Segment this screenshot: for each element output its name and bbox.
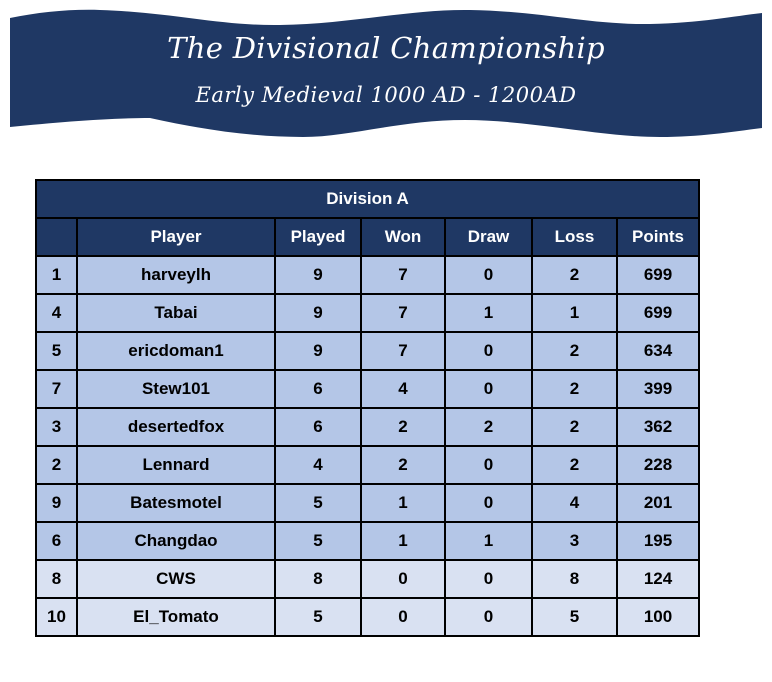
- table-row: 2 Lennard 4 2 0 2 228: [35, 445, 701, 485]
- cell-rank: 9: [35, 483, 78, 523]
- cell-rank: 8: [35, 559, 78, 599]
- cell-won: 2: [360, 445, 446, 485]
- cell-loss: 2: [531, 369, 618, 409]
- cell-played: 8: [274, 559, 362, 599]
- cell-points: 399: [615, 369, 701, 409]
- cell-rank: 5: [35, 331, 78, 371]
- cell-player: Tabai: [76, 293, 276, 333]
- cell-player: Batesmotel: [76, 483, 276, 523]
- table-row: 7 Stew101 6 4 0 2 399: [35, 369, 701, 409]
- cell-draw: 1: [444, 521, 533, 561]
- cell-played: 5: [274, 597, 362, 637]
- cell-won: 4: [360, 369, 446, 409]
- cell-draw: 0: [444, 445, 533, 485]
- cell-won: 0: [360, 559, 446, 599]
- cell-player: Lennard: [76, 445, 276, 485]
- cell-rank: 2: [35, 445, 78, 485]
- cell-draw: 0: [444, 483, 533, 523]
- column-header-loss: Loss: [531, 217, 618, 257]
- cell-played: 6: [274, 407, 362, 447]
- column-header-draw: Draw: [444, 217, 533, 257]
- cell-points: 699: [615, 293, 701, 333]
- cell-won: 2: [360, 407, 446, 447]
- cell-loss: 2: [531, 407, 618, 447]
- cell-played: 4: [274, 445, 362, 485]
- banner-subtitle: Early Medieval 1000 AD - 1200AD: [195, 83, 577, 107]
- cell-draw: 2: [444, 407, 533, 447]
- cell-draw: 0: [444, 369, 533, 409]
- cell-loss: 1: [531, 293, 618, 333]
- cell-played: 9: [274, 331, 362, 371]
- cell-rank: 1: [35, 255, 78, 295]
- table-row: 9 Batesmotel 5 1 0 4 201: [35, 483, 701, 523]
- table-row: 10 El_Tomato 5 0 0 5 100: [35, 597, 701, 637]
- column-header-row: Player Played Won Draw Loss Points: [35, 217, 701, 257]
- table-row: 5 ericdoman1 9 7 0 2 634: [35, 331, 701, 371]
- table-row: 1 harveylh 9 7 0 2 699: [35, 255, 701, 295]
- cell-played: 9: [274, 255, 362, 295]
- table-row: 3 desertedfox 6 2 2 2 362: [35, 407, 701, 447]
- cell-rank: 6: [35, 521, 78, 561]
- cell-player: Changdao: [76, 521, 276, 561]
- standings-table: Division A Player Played Won Draw Loss P…: [34, 179, 701, 637]
- cell-won: 0: [360, 597, 446, 637]
- cell-draw: 0: [444, 597, 533, 637]
- cell-player: El_Tomato: [76, 597, 276, 637]
- cell-player: desertedfox: [76, 407, 276, 447]
- column-header-rank: [35, 217, 78, 257]
- cell-loss: 3: [531, 521, 618, 561]
- cell-won: 1: [360, 483, 446, 523]
- table-row: 8 CWS 8 0 0 8 124: [35, 559, 701, 599]
- cell-won: 7: [360, 255, 446, 295]
- cell-won: 1: [360, 521, 446, 561]
- column-header-points: Points: [615, 217, 701, 257]
- cell-rank: 10: [35, 597, 78, 637]
- title-banner: The Divisional Championship Early Mediev…: [0, 0, 772, 145]
- wave-banner-shape: [10, 9, 762, 137]
- cell-played: 5: [274, 483, 362, 523]
- cell-points: 195: [615, 521, 701, 561]
- cell-played: 5: [274, 521, 362, 561]
- column-header-played: Played: [274, 217, 362, 257]
- cell-loss: 2: [531, 255, 618, 295]
- cell-points: 100: [615, 597, 701, 637]
- cell-played: 6: [274, 369, 362, 409]
- division-title: Division A: [34, 179, 701, 219]
- cell-player: ericdoman1: [76, 331, 276, 371]
- cell-rank: 7: [35, 369, 78, 409]
- cell-points: 362: [615, 407, 701, 447]
- cell-rank: 3: [35, 407, 78, 447]
- cell-played: 9: [274, 293, 362, 333]
- column-header-player: Player: [76, 217, 276, 257]
- cell-won: 7: [360, 331, 446, 371]
- cell-loss: 5: [531, 597, 618, 637]
- cell-points: 699: [615, 255, 701, 295]
- cell-rank: 4: [35, 293, 78, 333]
- cell-points: 201: [615, 483, 701, 523]
- cell-loss: 2: [531, 331, 618, 371]
- table-row: 6 Changdao 5 1 1 3 195: [35, 521, 701, 561]
- cell-player: Stew101: [76, 369, 276, 409]
- cell-draw: 1: [444, 293, 533, 333]
- cell-player: CWS: [76, 559, 276, 599]
- cell-loss: 2: [531, 445, 618, 485]
- column-header-won: Won: [360, 217, 446, 257]
- banner-title: The Divisional Championship: [167, 31, 605, 65]
- cell-loss: 4: [531, 483, 618, 523]
- cell-loss: 8: [531, 559, 618, 599]
- cell-points: 634: [615, 331, 701, 371]
- cell-player: harveylh: [76, 255, 276, 295]
- table-row: 4 Tabai 9 7 1 1 699: [35, 293, 701, 333]
- cell-points: 228: [615, 445, 701, 485]
- cell-points: 124: [615, 559, 701, 599]
- cell-draw: 0: [444, 559, 533, 599]
- cell-draw: 0: [444, 331, 533, 371]
- cell-draw: 0: [444, 255, 533, 295]
- cell-won: 7: [360, 293, 446, 333]
